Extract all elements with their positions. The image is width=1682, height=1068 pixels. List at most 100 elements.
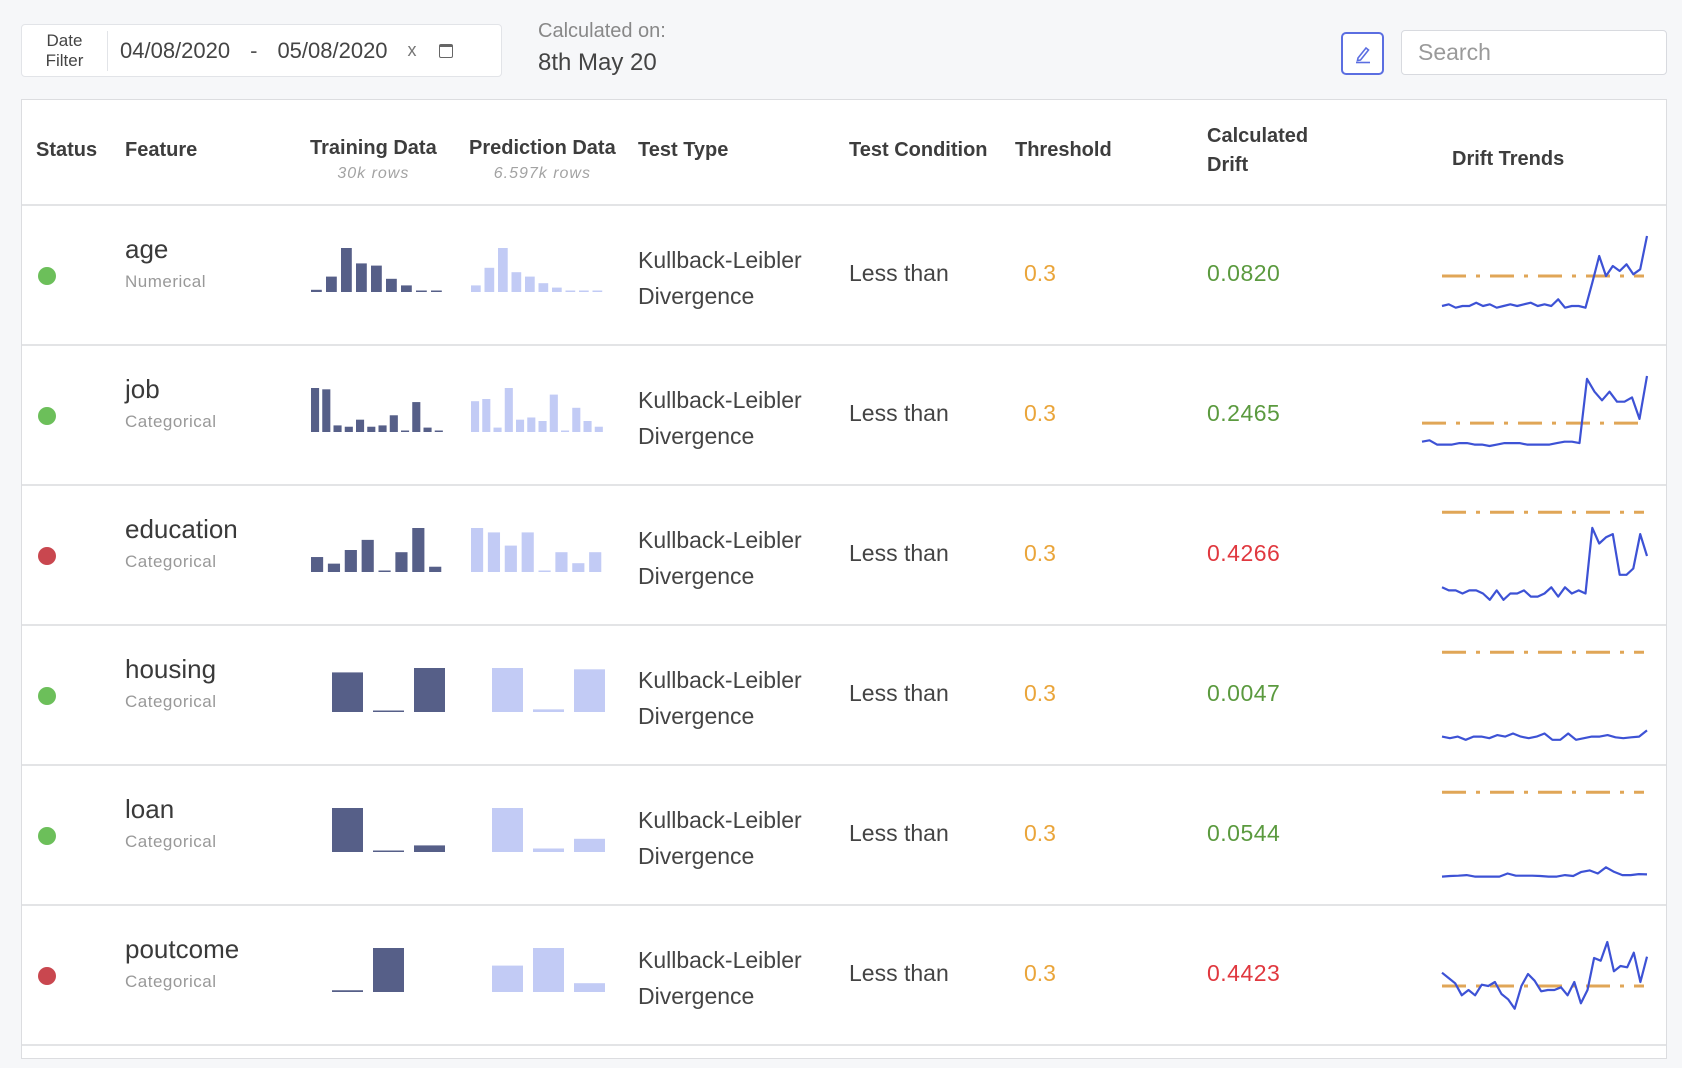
status-dot-fail [38, 547, 56, 565]
edit-button[interactable] [1341, 32, 1384, 75]
test-type-line1: Kullback-Leibler [638, 667, 802, 693]
histogram-bar [416, 290, 427, 292]
calculated-drift: 0.0820 [1207, 260, 1281, 286]
histogram-bar [538, 421, 547, 432]
drift-trend-sparkline[interactable] [1412, 500, 1652, 612]
drift-trend-sparkline[interactable] [1412, 360, 1652, 472]
histogram-bar [482, 399, 491, 432]
header-test-condition[interactable]: Test Condition [849, 139, 988, 161]
test-type-line1: Kullback-Leibler [638, 527, 802, 553]
histogram-bar [361, 539, 374, 572]
histogram-bar [493, 427, 502, 432]
histogram-bar [533, 709, 564, 712]
search-input[interactable] [1401, 30, 1667, 75]
prediction-rows-count: 6.597k rows [493, 165, 591, 182]
feature-name[interactable]: loan [125, 794, 175, 824]
histogram-bar [412, 528, 425, 572]
histogram-bar [484, 267, 495, 292]
histogram-bar [504, 388, 513, 432]
calendar-icon[interactable] [438, 43, 453, 58]
feature-name[interactable]: housing [125, 654, 217, 684]
clear-date-button[interactable]: x [407, 40, 417, 60]
table-header: Status Feature Training Data 30k rows Pr… [22, 100, 1666, 206]
drift-trend-sparkline[interactable] [1412, 780, 1652, 892]
table-row[interactable]: housing Categorical Kullback-Leibler Div… [22, 626, 1666, 766]
histogram-bar [552, 287, 562, 292]
prediction-histogram [471, 248, 603, 292]
test-type: Kullback-Leibler Divergence [638, 522, 802, 594]
calculated-drift: 0.4266 [1207, 540, 1281, 566]
feature-name[interactable]: education [125, 514, 238, 544]
calculated-on-label: Calculated on: [538, 20, 666, 42]
table-row[interactable]: job Categorical Kullback-Leibler Diverge… [22, 346, 1666, 486]
calculated-drift: 0.2465 [1207, 400, 1281, 426]
table-row[interactable]: education Categorical Kullback-Leibler D… [22, 486, 1666, 626]
table-row[interactable]: loan Categorical Kullback-Leibler Diverg… [22, 766, 1666, 906]
end-date-input[interactable]: 05/08/2020 [277, 37, 388, 63]
histogram-bar [344, 550, 357, 572]
histogram-bar [332, 990, 363, 992]
header-test-type[interactable]: Test Type [638, 139, 729, 161]
threshold-value: 0.3 [1024, 400, 1056, 426]
test-type-line1: Kullback-Leibler [638, 247, 802, 273]
drift-trend-sparkline[interactable] [1412, 640, 1652, 752]
calculated-drift: 0.0544 [1207, 820, 1281, 846]
calculated-on: Calculated on: 8th May 20 [538, 20, 666, 77]
histogram-bar [533, 848, 564, 852]
table-row[interactable]: poutcome Categorical Kullback-Leibler Di… [22, 906, 1666, 1046]
header-status[interactable]: Status [36, 139, 98, 161]
training-rows-count: 30k rows [337, 165, 410, 182]
table-row[interactable]: age Numerical Kullback-Leibler Divergenc… [22, 206, 1666, 346]
header-feature[interactable]: Feature [125, 139, 198, 161]
histogram-bar [401, 285, 412, 292]
header-calculated-drift[interactable]: Calculated Drift [1207, 122, 1308, 180]
drift-trend-sparkline[interactable] [1412, 920, 1652, 1032]
histogram-bar [521, 532, 534, 572]
training-histogram [311, 388, 443, 432]
histogram-bar [471, 285, 481, 292]
feature-type: Categorical [125, 552, 217, 571]
histogram-bar [492, 668, 523, 712]
status-dot-fail [38, 967, 56, 985]
date-filter[interactable]: Date Filter 04/08/2020 - 05/08/2020 x [21, 24, 502, 77]
header-training-data[interactable]: Training Data 30k rows [310, 134, 437, 185]
drift-trend-line [1441, 729, 1648, 741]
calculated-on-value: 8th May 20 [538, 49, 657, 76]
histogram-bar [516, 419, 525, 432]
feature-name[interactable]: age [125, 234, 169, 264]
test-type: Kullback-Leibler Divergence [638, 942, 802, 1014]
histogram-bar [574, 983, 605, 992]
prediction-histogram [471, 528, 602, 572]
test-type: Kullback-Leibler Divergence [638, 662, 802, 734]
drift-trend-sparkline[interactable] [1412, 220, 1652, 332]
drift-trend-line [1441, 940, 1649, 1010]
histogram-bar [589, 552, 602, 572]
test-type-line2: Divergence [638, 703, 755, 729]
header-prediction-data[interactable]: Prediction Data 6.597k rows [469, 134, 616, 185]
feature-name[interactable]: job [125, 374, 160, 404]
histogram-bar [574, 669, 605, 712]
histogram-bar [525, 276, 535, 292]
histogram-bar [412, 402, 421, 432]
prediction-histogram [492, 808, 605, 852]
test-type-line1: Kullback-Leibler [638, 807, 802, 833]
drift-table: Status Feature Training Data 30k rows Pr… [21, 99, 1667, 1059]
status-dot-ok [38, 827, 56, 845]
feature-name[interactable]: poutcome [125, 934, 240, 964]
histogram-bar [434, 430, 443, 432]
histogram-bar [533, 948, 564, 992]
toolbar: Date Filter 04/08/2020 - 05/08/2020 x Ca… [0, 0, 1682, 100]
histogram-bar [333, 425, 342, 432]
test-condition: Less than [849, 960, 949, 986]
histogram-bar [356, 263, 367, 292]
histogram-bar [356, 419, 365, 432]
histogram-bar [592, 290, 603, 292]
histogram-bar [492, 808, 523, 852]
status-dot-ok [38, 267, 56, 285]
start-date-input[interactable]: 04/08/2020 [120, 37, 231, 63]
header-threshold[interactable]: Threshold [1015, 139, 1112, 161]
drift-trend-line [1441, 866, 1648, 878]
histogram-bar [423, 427, 432, 432]
drift-trend-line [1441, 235, 1649, 309]
status-dot-ok [38, 687, 56, 705]
